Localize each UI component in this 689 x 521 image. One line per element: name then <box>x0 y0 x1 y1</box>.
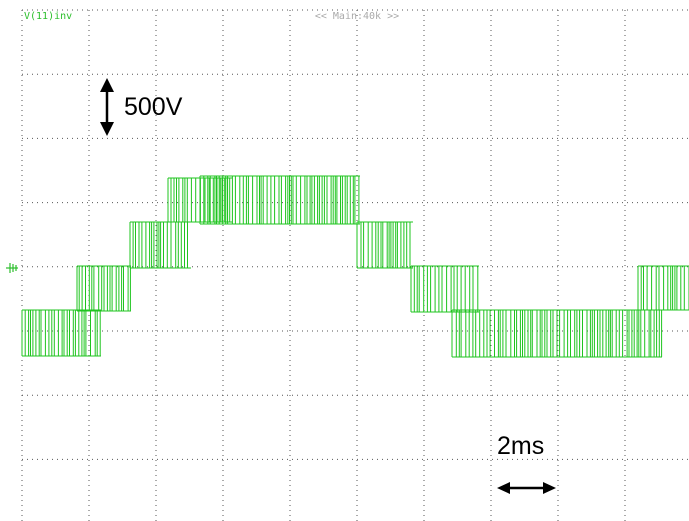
timebase-label: << Main:40k >> <box>315 11 399 22</box>
pwm-segment <box>129 221 191 269</box>
pwm-segment <box>76 265 131 312</box>
pwm-segment <box>410 265 479 313</box>
waveform <box>21 175 689 358</box>
voltage-scale: 500V <box>124 93 183 121</box>
voltage-arrow <box>100 78 114 136</box>
pwm-segment <box>21 309 101 357</box>
time-arrow <box>497 482 556 494</box>
pwm-segment <box>356 221 413 269</box>
pwm-segment <box>451 309 663 358</box>
time-scale: 2ms <box>497 432 544 460</box>
channel-label: V(11)inv <box>24 11 72 22</box>
pwm-segment <box>637 265 689 311</box>
ground-marker <box>6 263 18 273</box>
pwm-segment <box>199 175 360 225</box>
